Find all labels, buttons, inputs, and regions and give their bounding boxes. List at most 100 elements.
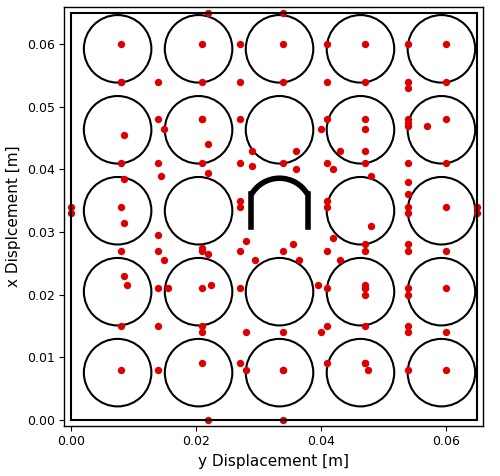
Point [154,159,162,167]
Point [198,322,206,329]
Point [123,281,131,289]
Point [204,416,212,423]
Point [442,78,450,86]
Point [404,291,412,298]
Point [242,238,250,245]
Point [367,222,375,229]
Point [120,131,128,139]
Point [323,78,331,86]
Point [323,247,331,255]
Point [116,159,124,167]
Point [404,122,412,129]
Point [198,247,206,255]
Point [360,147,368,155]
Point [442,366,450,373]
Point [404,328,412,336]
Point [360,159,368,167]
Point [154,247,162,255]
Point [404,116,412,123]
Point [317,328,325,336]
Point [323,159,331,167]
Point [116,78,124,86]
Point [160,256,168,264]
Point [242,328,250,336]
Point [404,78,412,86]
Point [404,366,412,373]
Point [442,40,450,48]
Point [198,328,206,336]
Point [236,159,244,167]
Point [236,359,244,367]
Point [423,122,431,129]
Point [198,116,206,123]
Point [116,40,124,48]
Point [242,366,250,373]
Point [442,285,450,292]
Point [198,159,206,167]
Point [66,209,74,217]
Point [116,247,124,255]
Point [160,125,168,133]
Point [280,40,287,48]
Point [404,40,412,48]
Point [404,178,412,186]
Point [204,141,212,149]
Point [154,285,162,292]
Point [364,366,372,373]
Point [280,247,287,255]
Point [154,366,162,373]
Point [473,209,481,217]
Point [404,322,412,329]
Point [360,78,368,86]
Point [116,78,124,86]
Point [442,159,450,167]
Point [158,172,166,179]
Point [473,203,481,211]
Point [116,203,124,211]
Point [120,272,128,279]
Point [236,78,244,86]
Point [404,285,412,292]
Point [236,40,244,48]
Point [248,147,256,155]
Point [280,366,287,373]
Point [336,256,344,264]
Point [295,256,303,264]
Point [360,285,368,292]
Point [116,366,124,373]
Point [154,116,162,123]
Point [292,147,300,155]
Point [330,235,338,242]
Point [323,203,331,211]
Point [442,328,450,336]
Point [204,10,212,17]
Point [288,241,296,248]
Point [360,116,368,123]
Point [164,285,172,292]
Point [251,256,259,264]
Point [404,119,412,127]
Point [280,416,287,423]
Point [360,281,368,289]
Point [330,166,338,173]
Point [336,147,344,155]
Point [204,169,212,177]
Point [360,285,368,292]
Point [236,197,244,205]
Point [442,116,450,123]
Point [360,40,368,48]
Point [280,366,287,373]
Point [404,241,412,248]
Point [323,116,331,123]
Point [198,78,206,86]
Point [236,116,244,123]
Point [404,203,412,211]
Point [280,10,287,17]
Point [208,281,216,289]
Point [360,247,368,255]
Point [198,40,206,48]
Point [154,231,162,239]
Point [248,162,256,170]
X-axis label: y Displacement [m]: y Displacement [m] [198,454,350,469]
Point [323,359,331,367]
